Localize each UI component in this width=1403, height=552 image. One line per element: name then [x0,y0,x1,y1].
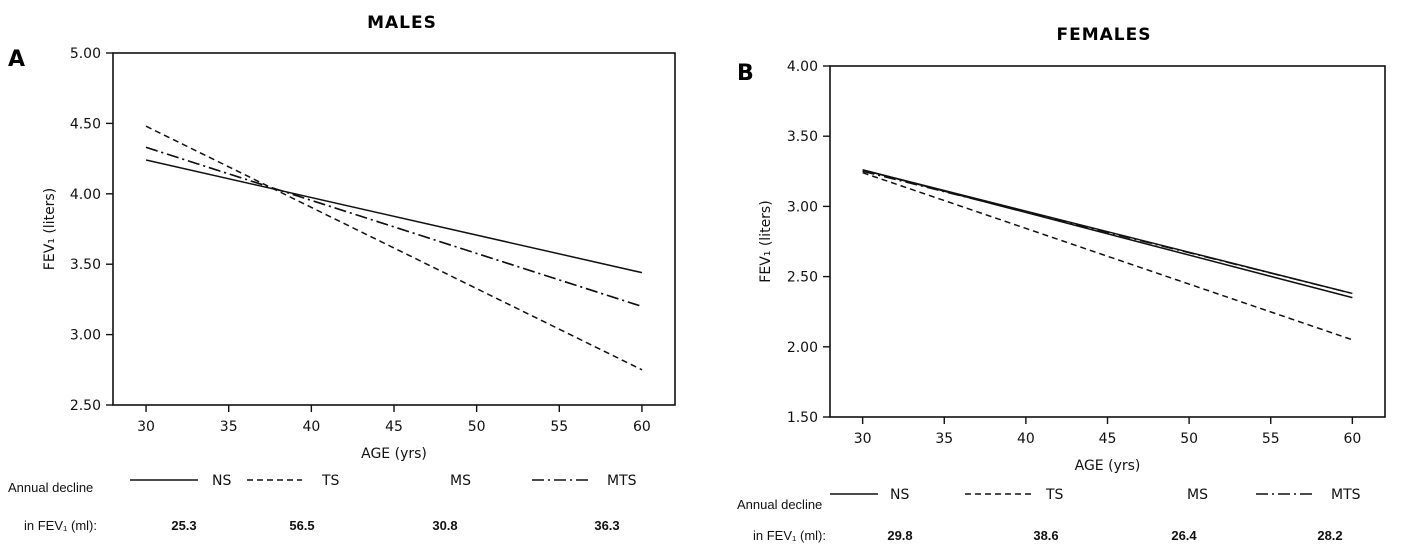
x-axis-label: AGE (yrs) [1075,458,1141,474]
series-line-mts [145,146,643,308]
panel-title: MALES [367,13,437,33]
x-tick-label: 35 [935,431,953,447]
annual-decline-label: Annual decline [8,480,93,495]
legend-label-ns: NS [212,473,231,489]
x-tick-label: 50 [1180,431,1198,447]
series-line-ns [145,159,643,274]
chart-panel-a: A MALES 2.50 3.00 3.50 4.00 4.50 5.00 30 35 40 45 50… [8,13,676,533]
annual-decline-unit-label: in FEV₁ (ml): [753,528,826,543]
x-tick-label: 30 [137,419,155,435]
series-line-ts [145,125,643,371]
plot-frame [112,52,676,406]
y-tick-label: 2.00 [787,340,818,356]
y-tick-label: 4.50 [70,116,101,132]
y-axis-label: FEV₁ (liters) [42,188,58,270]
series-line-ts [862,171,1353,341]
y-tick-label: 2.50 [70,398,101,414]
annual-decline-label: Annual decline [737,497,822,512]
x-axis-label: AGE (yrs) [361,446,427,462]
x-tick-label: 40 [302,419,320,435]
x-tick-label: 55 [1262,431,1280,447]
legend-label-ns: NS [890,487,909,503]
y-tick-label: 5.00 [70,46,101,62]
annual-decline-value-ns: 25.3 [171,518,196,533]
annual-decline-unit-label: in FEV₁ (ml): [24,518,97,533]
annual-decline-value-mts: 36.3 [594,518,619,533]
y-tick-label: 2.50 [787,270,818,286]
annual-decline-value-ts: 56.5 [289,518,314,533]
panel-title: FEMALES [1057,25,1152,45]
y-tick-label: 3.00 [70,328,101,344]
x-tick-label: 60 [633,419,651,435]
y-tick-label: 4.00 [787,59,818,75]
annual-decline-value-ms: 26.4 [1171,528,1197,543]
panel-letter: B [737,61,754,86]
x-tick-label: 35 [220,419,238,435]
annual-decline-value-ms: 30.8 [432,518,457,533]
x-tick-label: 50 [468,419,486,435]
x-tick-label: 30 [854,431,872,447]
legend-label-ms: MS [1187,487,1208,503]
chart-panel-b: B FEMALES 1.50 2.00 2.50 3.00 3.50 4.00 30 35 40 45… [737,25,1386,543]
legend-label-mts: MTS [607,473,637,489]
x-tick-label: 45 [1099,431,1117,447]
annual-decline-value-ts: 38.6 [1033,528,1058,543]
y-tick-label: 3.50 [787,129,818,145]
x-tick-label: 60 [1343,431,1361,447]
y-tick-label: 1.50 [787,410,818,426]
plot-frame [829,65,1386,418]
panel-letter: A [8,47,25,72]
y-axis-label: FEV₁ (liters) [758,200,774,282]
x-tick-label: 45 [385,419,403,435]
y-tick-label: 4.00 [70,187,101,203]
legend-label-ts: TS [321,473,340,489]
y-tick-label: 3.50 [70,257,101,273]
legend-label-ts: TS [1045,487,1064,503]
legend-label-ms: MS [450,473,471,489]
annual-decline-value-ns: 29.8 [887,528,912,543]
series-line-mts [862,170,1353,295]
x-tick-label: 40 [1017,431,1035,447]
annual-decline-value-mts: 28.2 [1317,528,1342,543]
x-tick-label: 55 [550,419,568,435]
y-tick-label: 3.00 [787,199,818,215]
legend-label-mts: MTS [1331,487,1361,503]
